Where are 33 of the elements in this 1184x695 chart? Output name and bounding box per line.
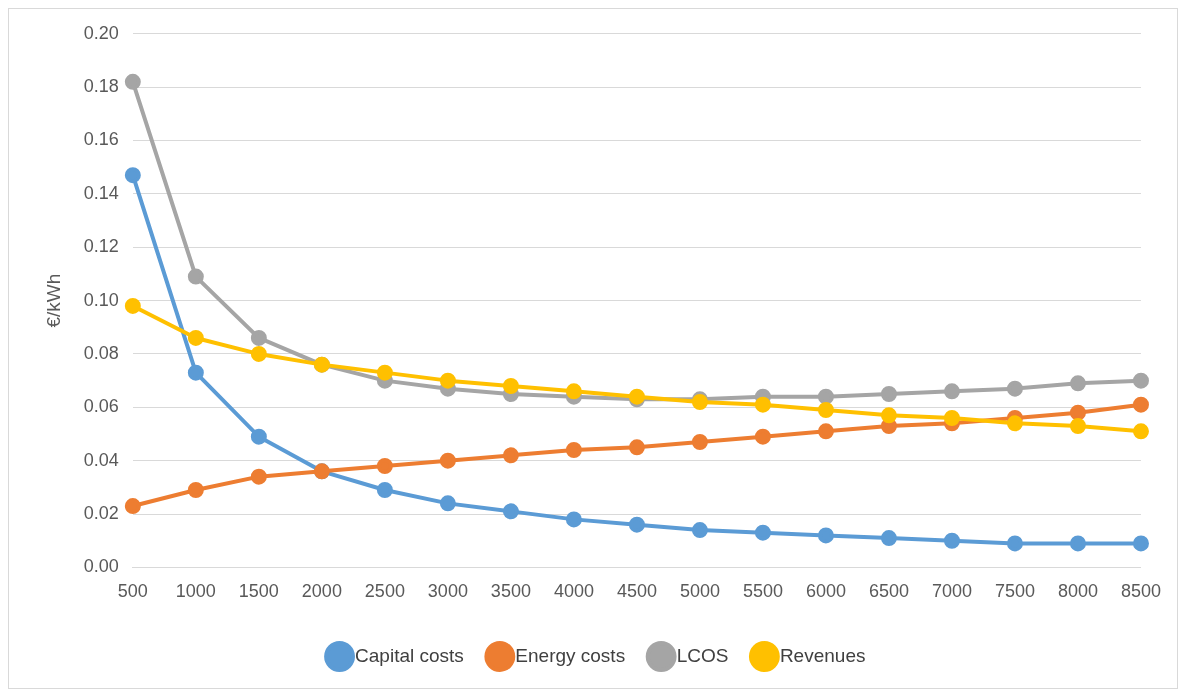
y-tick-label: 0.14: [83, 182, 119, 203]
legend-label: Revenues: [779, 644, 866, 666]
y-tick-label: 0.20: [83, 22, 119, 43]
y-tick-label: 0.06: [83, 396, 119, 417]
y-tick-label: 0.02: [83, 503, 119, 524]
y-tick-label: 0.10: [83, 289, 119, 310]
x-tick-label: 500: [117, 581, 148, 602]
x-tick-label: 2000: [301, 581, 342, 602]
x-tick-label: 6000: [805, 581, 846, 602]
x-tick-label: 7000: [931, 581, 972, 602]
y-tick-label: 0.08: [83, 342, 119, 363]
x-tick-label: 5000: [679, 581, 720, 602]
x-tick-label: 1500: [238, 581, 279, 602]
x-tick-label: 7500: [994, 581, 1035, 602]
x-tick-label: 3500: [490, 581, 531, 602]
x-tick-label: 3000: [427, 581, 468, 602]
x-tick-label: 1000: [175, 581, 216, 602]
legend-label: LCOS: [676, 644, 729, 666]
y-tick-label: 0.16: [83, 129, 119, 150]
y-axis-title: €/kWh: [42, 273, 64, 328]
x-tick-label: 6500: [868, 581, 909, 602]
x-tick-label: 5500: [742, 581, 783, 602]
y-tick-label: 0.04: [83, 449, 119, 470]
y-tick-label: 0.18: [83, 76, 119, 97]
x-tick-label: 4000: [553, 581, 594, 602]
x-tick-label: 4500: [616, 581, 657, 602]
y-tick-label: 0.00: [83, 556, 119, 577]
x-tick-label: 2500: [364, 581, 405, 602]
legend-label: Energy costs: [515, 644, 626, 666]
y-tick-label: 0.12: [83, 236, 119, 257]
x-tick-label: 8500: [1120, 581, 1161, 602]
x-tick-label: 8000: [1057, 581, 1098, 602]
legend-label: Capital costs: [355, 644, 464, 666]
